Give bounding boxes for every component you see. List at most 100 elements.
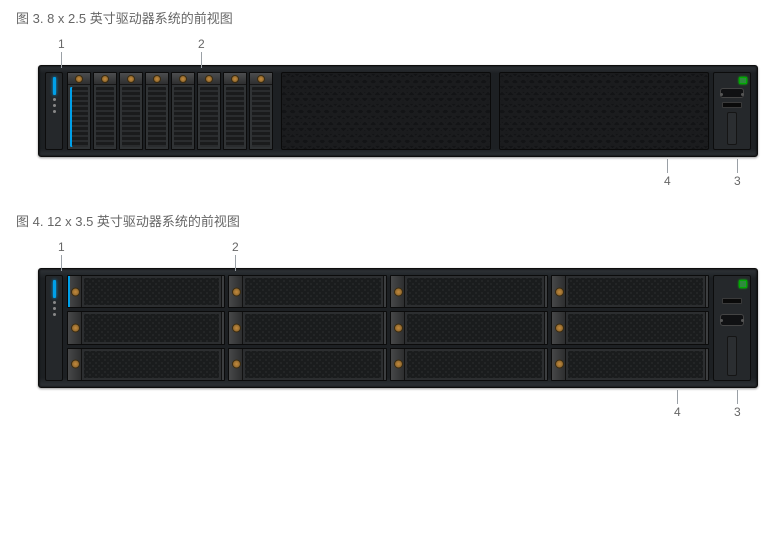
- usb-port-icon: [722, 102, 742, 107]
- drive-led-icon: [544, 276, 547, 307]
- callout-label: 3: [734, 405, 741, 419]
- drive-handle: [391, 312, 405, 343]
- drive-mesh: [84, 278, 219, 305]
- drive-carrier-mesh: [226, 87, 244, 147]
- drive-led-icon: [221, 312, 224, 343]
- drive-handle: [224, 73, 246, 85]
- drive-bay: [67, 311, 225, 344]
- callout-line-icon: [61, 255, 62, 271]
- indicator-dot-icon: [53, 307, 56, 310]
- usb-port-icon: [722, 298, 742, 304]
- drive-carrier-mesh: [252, 87, 270, 147]
- right-control-panel: [713, 72, 751, 150]
- system-id-led-icon: [53, 77, 56, 95]
- drive-mesh: [245, 278, 380, 305]
- drive-mesh: [568, 351, 703, 378]
- drive-led-icon: [383, 276, 386, 307]
- drive-carrier-mesh: [200, 87, 218, 147]
- indicator-dot-icon: [53, 313, 56, 316]
- right-control-panel: [713, 275, 751, 381]
- indicator-dot-icon: [53, 110, 56, 113]
- drive-led-icon: [544, 312, 547, 343]
- callout-line-icon: [677, 390, 678, 404]
- drive-handle: [94, 73, 116, 85]
- drive-handle: [229, 276, 243, 307]
- release-latch-icon: [231, 75, 239, 83]
- callout-2: 2: [198, 37, 205, 68]
- callout-line-icon: [61, 52, 62, 68]
- drive-mesh: [407, 351, 542, 378]
- drive-handle: [68, 73, 90, 85]
- drive-handle: [250, 73, 272, 85]
- drive-bay: [390, 348, 548, 381]
- drive-mesh: [568, 314, 703, 341]
- drive-bay: [390, 275, 548, 308]
- drive-bay: [67, 348, 225, 381]
- drive-bay: [67, 72, 91, 150]
- callout-label: 1: [58, 240, 65, 254]
- drive-carrier-mesh: [148, 87, 166, 147]
- vga-port-icon: [720, 314, 744, 326]
- release-latch-icon: [101, 75, 109, 83]
- information-tag: [727, 336, 737, 376]
- release-latch-icon: [257, 75, 265, 83]
- system-id-led-icon: [53, 280, 56, 298]
- left-control-panel: [45, 275, 63, 381]
- drive-handle: [68, 312, 82, 343]
- drive-led-icon: [544, 349, 547, 380]
- release-latch-icon: [153, 75, 161, 83]
- drive-led-icon: [705, 312, 708, 343]
- release-latch-icon: [205, 75, 213, 83]
- drive-led-icon: [383, 312, 386, 343]
- drive-carrier-mesh: [70, 87, 88, 147]
- callout-label: 2: [198, 37, 205, 51]
- drive-handle: [229, 349, 243, 380]
- callouts-top: 1 2: [38, 240, 748, 268]
- drive-bay: [228, 311, 386, 344]
- drive-mesh: [84, 351, 219, 378]
- drive-handle: [552, 349, 566, 380]
- drive-bay-group: [67, 72, 273, 150]
- drive-bay: [145, 72, 169, 150]
- callouts-bottom: 4 3: [38, 390, 748, 414]
- indicator-dot-icon: [53, 104, 56, 107]
- indicator-dot-icon: [53, 98, 56, 101]
- figure-8x25: 图 3. 8 x 2.5 英寸驱动器系统的前视图 1 2: [16, 8, 748, 183]
- drive-handle: [229, 312, 243, 343]
- release-latch-icon: [127, 75, 135, 83]
- callout-line-icon: [235, 255, 236, 271]
- server-chassis-8x25: [38, 65, 758, 157]
- drive-led-icon: [383, 349, 386, 380]
- release-latch-icon: [179, 75, 187, 83]
- drive-mesh: [568, 278, 703, 305]
- server-chassis-12x35: [38, 268, 758, 388]
- callout-3: 3: [734, 390, 741, 419]
- callout-line-icon: [667, 159, 668, 173]
- callouts-bottom: 4 3: [38, 159, 748, 183]
- indicator-dot-icon: [53, 301, 56, 304]
- drive-mesh: [407, 314, 542, 341]
- drive-handle: [391, 349, 405, 380]
- left-control-panel: [45, 72, 63, 150]
- callout-1: 1: [58, 240, 65, 271]
- drive-bay: [249, 72, 273, 150]
- drive-handle: [391, 276, 405, 307]
- drive-led-icon: [221, 349, 224, 380]
- figure-caption: 图 4. 12 x 3.5 英寸驱动器系统的前视图: [16, 211, 748, 230]
- callout-2: 2: [232, 240, 239, 271]
- drive-bay: [551, 311, 709, 344]
- drive-handle: [198, 73, 220, 85]
- drive-led-icon: [221, 276, 224, 307]
- drive-bay-grid: [67, 275, 709, 381]
- figure-caption: 图 3. 8 x 2.5 英寸驱动器系统的前视图: [16, 8, 748, 27]
- callout-3: 3: [734, 159, 741, 188]
- drive-mesh: [84, 314, 219, 341]
- drive-mesh: [245, 351, 380, 378]
- drive-bay: [197, 72, 221, 150]
- drive-handle: [68, 276, 82, 307]
- callout-label: 1: [58, 37, 65, 51]
- release-latch-icon: [75, 75, 83, 83]
- drive-led-icon: [705, 276, 708, 307]
- drive-bay: [119, 72, 143, 150]
- callout-1: 1: [58, 37, 65, 68]
